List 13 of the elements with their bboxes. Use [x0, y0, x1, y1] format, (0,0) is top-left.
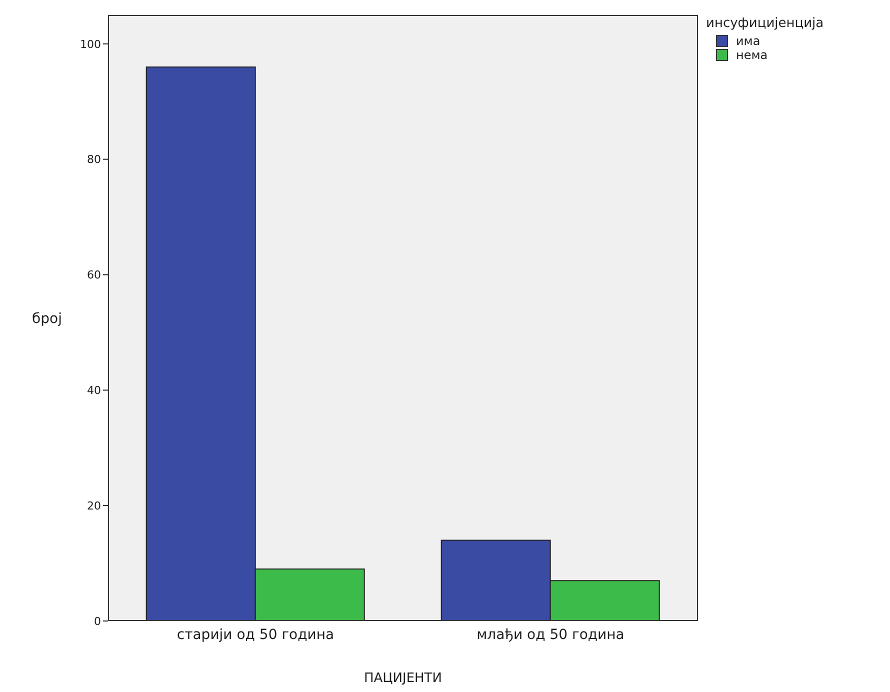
legend-title: инсуфицијенција — [706, 16, 825, 31]
y-tick-label: 20 — [87, 499, 101, 512]
x-tick-label: млађи од 50 година — [476, 626, 624, 643]
y-tick-label: 80 — [87, 153, 101, 166]
x-tick-label: старији од 50 година — [176, 626, 334, 643]
y-tick-label: 60 — [87, 268, 101, 282]
y-tick-label: 100 — [80, 38, 101, 51]
legend-label: нема — [735, 48, 769, 62]
x-axis-title: ПАЦИЈЕНТИ — [364, 671, 442, 686]
y-tick-label: 0 — [94, 614, 101, 628]
y-tick-label: 40 — [87, 384, 101, 398]
legend-label: има — [735, 34, 762, 48]
y-axis-title: број — [32, 310, 62, 327]
